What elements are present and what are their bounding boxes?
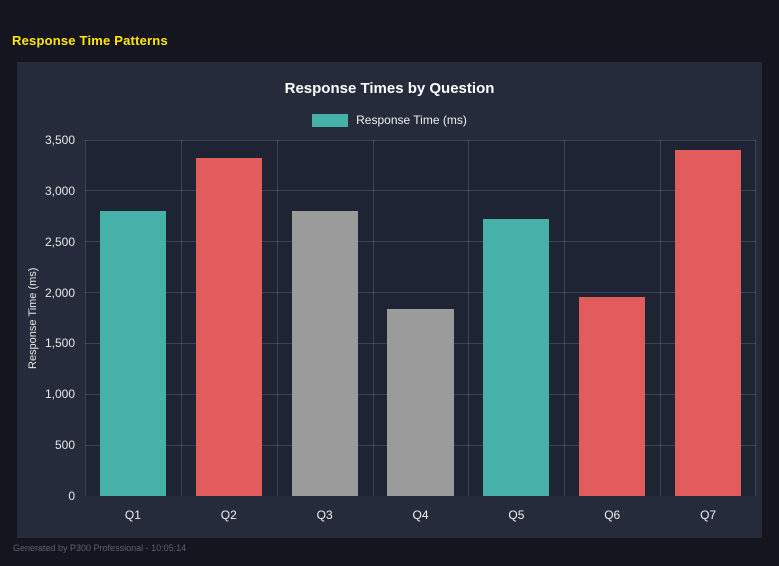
bar-Q4[interactable] bbox=[387, 308, 454, 496]
bar-slot-Q2 bbox=[181, 140, 277, 496]
bar-Q6[interactable] bbox=[579, 297, 646, 496]
bar-Q5[interactable] bbox=[483, 218, 550, 496]
gridline-horizontal bbox=[85, 140, 756, 141]
gridline-vertical bbox=[468, 140, 470, 496]
x-tick-label-Q4: Q4 bbox=[412, 508, 429, 522]
gridline-vertical bbox=[755, 140, 756, 496]
gridline-vertical bbox=[564, 140, 566, 496]
bar-slot-Q1 bbox=[85, 140, 181, 496]
bar-Q2[interactable] bbox=[195, 158, 262, 496]
y-tick-label: 3,000 bbox=[44, 183, 75, 198]
bar-slot-Q7 bbox=[660, 140, 756, 496]
chart-title: Response Times by Question bbox=[284, 80, 495, 97]
bar-slot-Q6 bbox=[564, 140, 660, 496]
gridline-horizontal bbox=[85, 190, 756, 192]
y-tick-label: 500 bbox=[54, 438, 75, 453]
page-title: Response Time Patterns bbox=[12, 33, 168, 48]
gridline-horizontal bbox=[85, 292, 756, 294]
y-tick-label: 3,500 bbox=[44, 133, 75, 147]
x-tick-label-Q6: Q6 bbox=[604, 508, 621, 522]
legend-label: Response Time (ms) bbox=[356, 113, 467, 127]
x-tick-label-Q3: Q3 bbox=[316, 508, 333, 522]
y-tick-label: 1,000 bbox=[44, 387, 75, 402]
bars-layer bbox=[85, 140, 756, 496]
bar-slot-Q5 bbox=[468, 140, 564, 496]
y-tick-label: 2,000 bbox=[44, 285, 75, 300]
gridline-vertical bbox=[372, 140, 374, 496]
chart-panel: Response Times by Question Response Time… bbox=[17, 62, 762, 538]
y-tick-label: 0 bbox=[68, 489, 75, 503]
x-tick-label-Q1: Q1 bbox=[124, 508, 141, 522]
plot-area bbox=[85, 140, 756, 496]
x-tick-label-Q7: Q7 bbox=[700, 508, 717, 522]
x-tick-label-Q5: Q5 bbox=[508, 508, 525, 522]
legend-swatch bbox=[312, 113, 349, 127]
gridline-vertical bbox=[660, 140, 662, 496]
x-axis-labels: Q1 Q2 Q3 Q4 Q5 Q6 Q7 bbox=[85, 508, 756, 522]
y-axis-ticks: 0 500 1,000 1,500 2,000 2,500 3,000 3,500 bbox=[17, 133, 75, 503]
chart-legend[interactable]: Response Time (ms) bbox=[17, 113, 762, 127]
y-tick-label: 1,500 bbox=[44, 336, 75, 351]
footer-text: Generated by P300 Professional - 10:05:1… bbox=[13, 543, 187, 553]
gridline-horizontal bbox=[85, 241, 756, 243]
bar-Q7[interactable] bbox=[675, 150, 742, 496]
gridline-vertical bbox=[85, 140, 86, 496]
bar-slot-Q3 bbox=[277, 140, 373, 496]
y-tick-label: 2,500 bbox=[44, 234, 75, 249]
bar-Q3[interactable] bbox=[291, 210, 358, 496]
gridline-vertical bbox=[180, 140, 182, 496]
x-tick-label-Q2: Q2 bbox=[220, 508, 237, 522]
bar-Q1[interactable] bbox=[99, 211, 166, 496]
bar-slot-Q4 bbox=[373, 140, 469, 496]
gridline-vertical bbox=[276, 140, 278, 496]
